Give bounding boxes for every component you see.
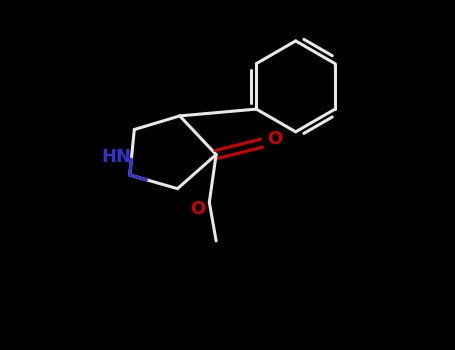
Text: O: O — [190, 200, 206, 218]
Text: O: O — [268, 130, 283, 148]
Text: HN: HN — [101, 148, 131, 166]
